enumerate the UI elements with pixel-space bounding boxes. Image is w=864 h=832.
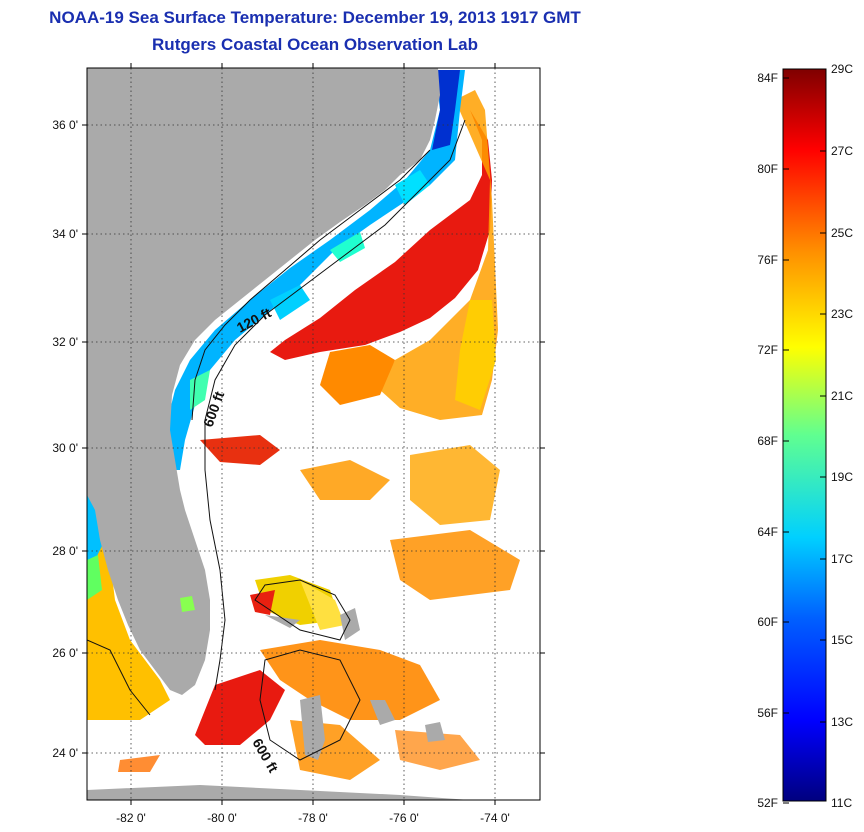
colorbar-c-label: 13C — [831, 715, 853, 729]
coastal-cool-patch — [330, 232, 365, 262]
colorbar-c-label: 27C — [831, 144, 853, 158]
map-title: NOAA-19 Sea Surface Temperature: Decembe… — [49, 8, 581, 27]
land-island — [425, 722, 445, 742]
contour-120ft — [191, 149, 431, 421]
sst-patch — [320, 345, 395, 405]
sst-patch — [200, 435, 280, 465]
contour-600ft — [204, 119, 466, 691]
gulf-stream-warm-water — [270, 110, 492, 360]
map-subtitle: Rutgers Coastal Ocean Observation Lab — [152, 35, 478, 54]
colorbar-f-label: 68F — [757, 434, 778, 448]
colorbar-c-label: 21C — [831, 389, 853, 403]
coastal-cold-water — [160, 70, 465, 470]
florida-straits-warm-water — [195, 670, 285, 745]
colorbar-gradient — [782, 68, 827, 802]
lat-label: 34 0' — [52, 227, 78, 241]
colorbar-f-label: 72F — [757, 343, 778, 357]
sst-patch — [390, 530, 520, 600]
land-cuba — [87, 785, 470, 800]
lon-label: -80 0' — [207, 811, 237, 825]
lat-label: 26 0' — [52, 646, 78, 660]
land-abaco-island — [340, 608, 360, 640]
colorbar-ticks — [783, 68, 826, 804]
contour-little-bahama-bank — [254, 579, 351, 641]
colorbar-f-label: 52F — [757, 796, 778, 810]
lon-label: -74 0' — [480, 811, 510, 825]
colorbar-c-label: 15C — [831, 633, 853, 647]
lon-label: -78 0' — [298, 811, 328, 825]
lake-okeechobee — [180, 596, 195, 612]
bahamas-banks-shallow — [300, 580, 345, 630]
colorbar-c-label: 11C — [831, 796, 852, 810]
lat-label: 36 0' — [52, 118, 78, 132]
land-andros-island — [300, 695, 325, 760]
colorbar-c-label: 17C — [831, 552, 853, 566]
axis-ticks — [82, 63, 545, 805]
gulf-cool-water — [87, 555, 102, 600]
lon-label: -82 0' — [116, 811, 146, 825]
offshore-cooler-patch — [455, 300, 496, 410]
land-island — [370, 700, 395, 725]
contour-gulf — [87, 639, 151, 716]
lon-label: -76 0' — [389, 811, 419, 825]
colorbar-c-label: 29C — [831, 62, 853, 76]
land-us-southeast — [87, 68, 440, 695]
sst-patch — [118, 755, 160, 772]
colorbar-f-label: 60F — [757, 615, 778, 629]
colorbar-f-label: 76F — [757, 253, 778, 267]
lat-label: 24 0' — [52, 746, 78, 760]
lat-label: 30 0' — [52, 441, 78, 455]
colorbar-c-label: 25C — [831, 226, 853, 240]
colorbar-f-label: 56F — [757, 706, 778, 720]
colorbar-c-label: 19C — [831, 470, 853, 484]
sst-patch — [395, 730, 480, 770]
lat-label: 28 0' — [52, 544, 78, 558]
colorbar-f-label: 84F — [757, 71, 778, 85]
colorbar-f-label: 64F — [757, 525, 778, 539]
coastal-cool-patch — [395, 170, 430, 205]
coastal-cool-patch — [270, 285, 310, 320]
sst-patch — [300, 460, 390, 500]
graticule — [87, 68, 540, 800]
colorbar-c-label: 23C — [831, 307, 853, 321]
colorbar-f-label: 80F — [757, 162, 778, 176]
sst-patch — [410, 445, 500, 525]
lat-label: 32 0' — [52, 335, 78, 349]
